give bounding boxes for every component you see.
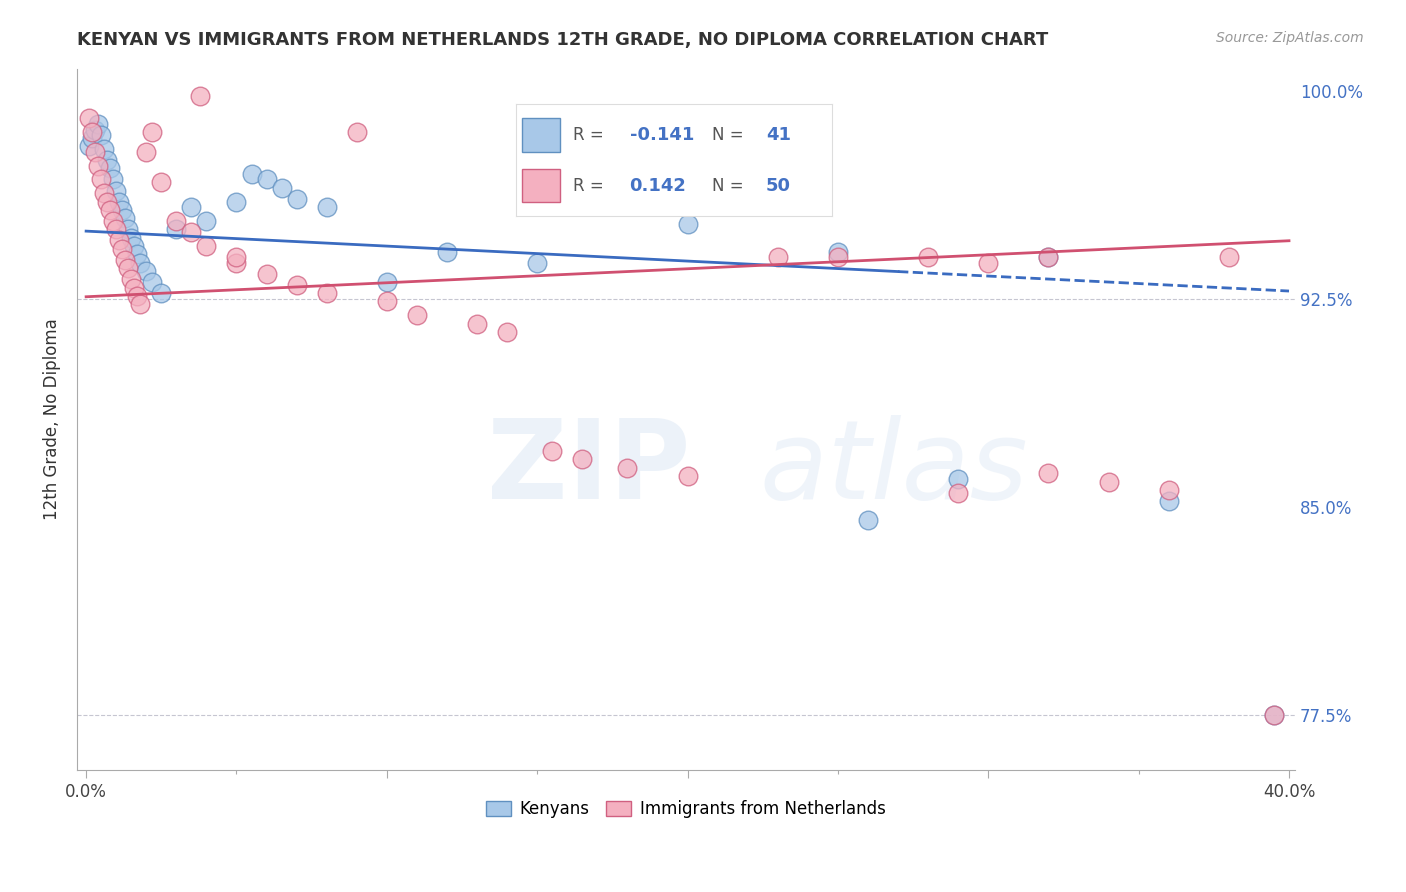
Point	[1038, 467, 1060, 481]
Point	[526, 255, 548, 269]
Point	[315, 286, 337, 301]
Point	[315, 200, 337, 214]
Point	[1157, 494, 1180, 508]
Point	[180, 225, 202, 239]
Point	[225, 255, 247, 269]
Point	[406, 308, 429, 322]
Point	[87, 159, 110, 173]
Point	[96, 153, 118, 167]
Point	[93, 142, 115, 156]
Point	[98, 202, 121, 217]
Point	[127, 289, 149, 303]
Point	[150, 286, 173, 301]
Point	[77, 112, 100, 126]
Point	[108, 234, 131, 248]
Point	[122, 239, 145, 253]
Point	[948, 485, 970, 500]
Point	[1218, 250, 1240, 264]
Point	[101, 214, 124, 228]
Point	[496, 325, 519, 339]
Point	[285, 192, 308, 206]
Point	[98, 161, 121, 176]
Point	[90, 128, 112, 142]
Point	[827, 244, 849, 259]
Point	[127, 247, 149, 261]
Point	[117, 222, 139, 236]
Point	[465, 317, 488, 331]
Point	[676, 469, 699, 483]
Point	[87, 117, 110, 131]
Point	[1038, 250, 1060, 264]
Point	[270, 180, 292, 194]
Point	[90, 172, 112, 186]
Point	[195, 239, 218, 253]
Point	[111, 242, 134, 256]
Point	[256, 172, 278, 186]
Point	[105, 222, 128, 236]
Point	[856, 513, 879, 527]
Point	[165, 222, 187, 236]
Point	[165, 214, 187, 228]
Point	[948, 472, 970, 486]
Point	[84, 145, 107, 159]
Point	[375, 294, 398, 309]
Point	[346, 125, 368, 139]
Text: Source: ZipAtlas.com: Source: ZipAtlas.com	[1216, 31, 1364, 45]
Point	[616, 460, 638, 475]
Point	[111, 202, 134, 217]
Point	[225, 194, 247, 209]
Point	[82, 125, 104, 139]
Point	[1097, 475, 1119, 489]
Point	[150, 175, 173, 189]
Point	[1038, 250, 1060, 264]
Point	[120, 272, 142, 286]
Point	[93, 186, 115, 201]
Point	[1263, 707, 1285, 722]
Point	[827, 250, 849, 264]
Point	[129, 297, 152, 311]
Point	[141, 125, 163, 139]
Point	[602, 194, 624, 209]
Point	[114, 252, 136, 267]
Point	[135, 145, 157, 159]
Point	[101, 172, 124, 186]
Point	[917, 250, 939, 264]
Point	[375, 275, 398, 289]
Point	[114, 211, 136, 226]
Text: ZIP: ZIP	[486, 415, 690, 522]
Point	[240, 167, 263, 181]
Point	[108, 194, 131, 209]
Point	[571, 452, 593, 467]
Point	[122, 280, 145, 294]
Point	[141, 275, 163, 289]
Point	[225, 250, 247, 264]
Point	[256, 267, 278, 281]
Point	[1263, 707, 1285, 722]
Point	[129, 255, 152, 269]
Point	[285, 277, 308, 292]
Point	[96, 194, 118, 209]
Text: KENYAN VS IMMIGRANTS FROM NETHERLANDS 12TH GRADE, NO DIPLOMA CORRELATION CHART: KENYAN VS IMMIGRANTS FROM NETHERLANDS 12…	[77, 31, 1049, 49]
Point	[77, 139, 100, 153]
Point	[82, 131, 104, 145]
Y-axis label: 12th Grade, No Diploma: 12th Grade, No Diploma	[44, 318, 60, 520]
Point	[766, 250, 789, 264]
Point	[977, 255, 1000, 269]
Point	[676, 217, 699, 231]
Point	[190, 89, 212, 103]
Point	[1157, 483, 1180, 497]
Point	[135, 264, 157, 278]
Point	[120, 230, 142, 244]
Point	[541, 444, 564, 458]
Point	[117, 261, 139, 276]
Point	[105, 184, 128, 198]
Point	[436, 244, 458, 259]
Text: atlas: atlas	[759, 415, 1028, 522]
Point	[195, 214, 218, 228]
Point	[84, 122, 107, 136]
Point	[180, 200, 202, 214]
Legend: Kenyans, Immigrants from Netherlands: Kenyans, Immigrants from Netherlands	[479, 794, 893, 825]
